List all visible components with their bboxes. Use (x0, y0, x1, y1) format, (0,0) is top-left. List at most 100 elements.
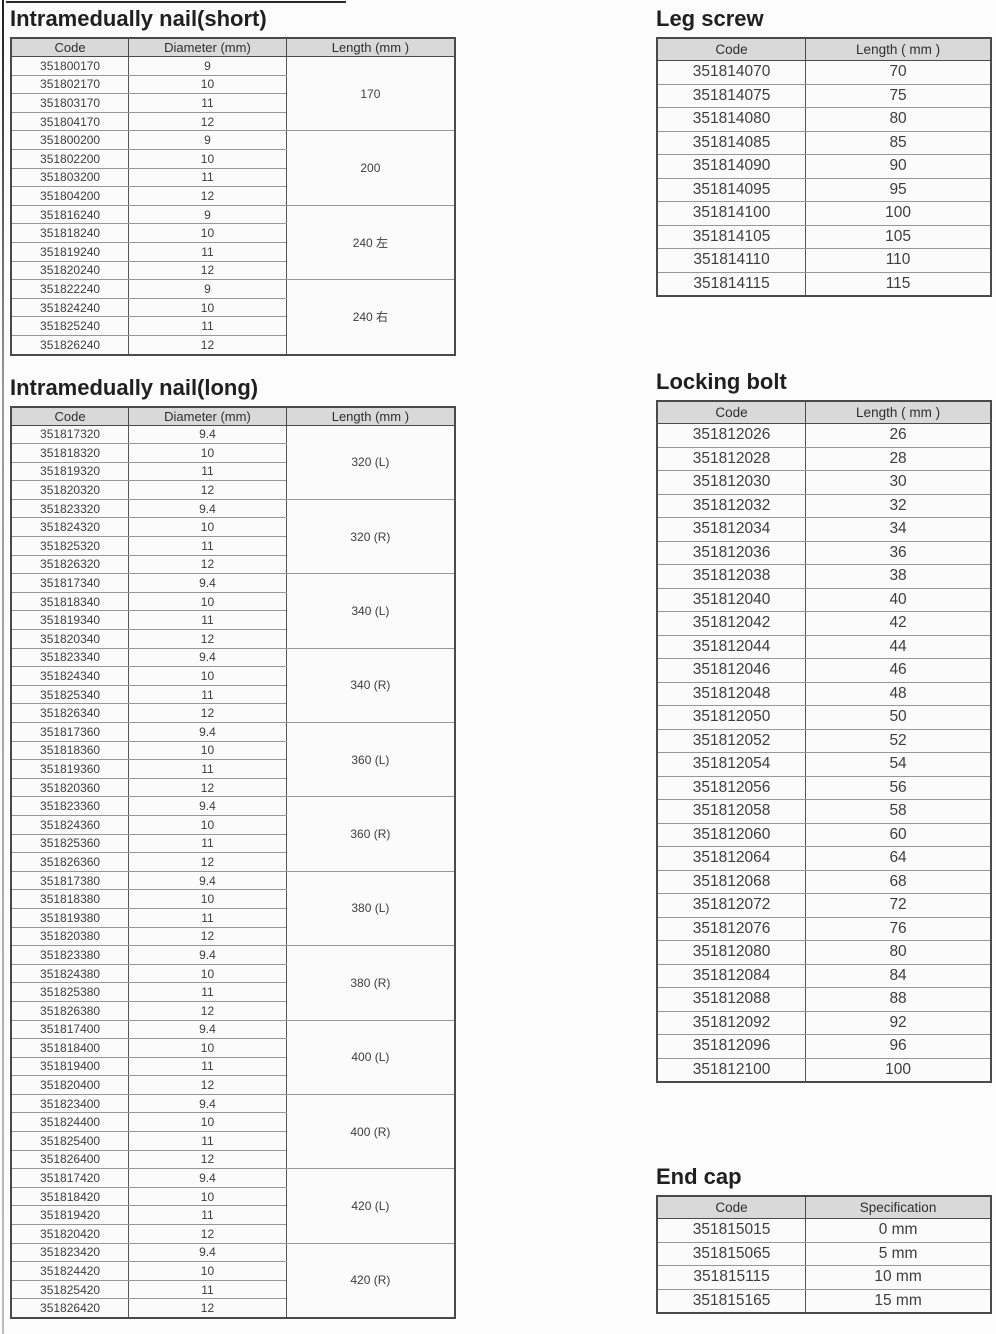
header-row: Code Diameter (mm) Length (mm ) (10, 406, 456, 426)
code-cell: 351818320 (10, 443, 130, 463)
code-cell: 351812100 (656, 1057, 807, 1083)
length-merged-cell: 400 (R) (285, 1093, 456, 1170)
diameter-cell: 11 (128, 241, 287, 262)
locking-bolt-table: Code Length ( mm ) 351812026 26 351812028 28 3… (656, 400, 992, 1083)
diameter-cell: 11 (128, 982, 287, 1002)
code-cell: 351812068 (656, 869, 807, 894)
code-cell: 351818400 (10, 1038, 130, 1058)
diameter-cell: 10 (128, 1038, 287, 1058)
code-cell: 351826240 (10, 334, 130, 356)
value-cell: 88 (805, 987, 992, 1012)
page-edge-line (2, 0, 4, 1334)
diameter-cell: 10 (128, 1112, 287, 1133)
code-cell: 351814090 (656, 154, 807, 179)
code-cell: 351814095 (656, 177, 807, 202)
code-cell: 351818240 (10, 223, 130, 243)
code-cell: 351812092 (656, 1010, 807, 1035)
table-row: 351812100 100 (656, 1057, 992, 1083)
diameter-cell: 11 (128, 1056, 287, 1077)
diameter-cell: 9.4 (128, 870, 287, 891)
length-merged-cell: 400 (L) (285, 1019, 456, 1095)
table-row: 351825340 11 (10, 684, 455, 705)
code-cell: 351824420 (10, 1261, 130, 1281)
diameter-cell: 10 (128, 148, 287, 169)
section-end-cap: End cap Code Specification 351815015 0 mm 35… (656, 1164, 992, 1314)
table-row: 351817360 9.4 360 (L) (10, 721, 456, 798)
value-cell: 76 (805, 916, 992, 941)
length-merged-cell: 360 (L) (285, 721, 456, 798)
code-cell: 351814070 (656, 60, 807, 85)
code-cell: 351804200 (10, 186, 130, 206)
table-row: 351814105 105 (656, 224, 992, 249)
diameter-cell: 9.4 (128, 796, 287, 816)
table-row: 351818240 10 (10, 223, 455, 243)
value-cell: 92 (805, 1010, 992, 1035)
table-row: 351815065 5 mm (656, 1241, 992, 1266)
section-nail-long: Intramedually nail(long) Code Diameter (m… (10, 374, 456, 1319)
code-cell: 351812054 (656, 752, 807, 777)
diameter-cell: 12 (128, 1149, 287, 1170)
leg-screw-table: Code Length ( mm ) 351814070 70 351814075 75 3… (656, 37, 992, 297)
diameter-cell: 12 (128, 926, 287, 947)
table-row: 351812088 88 (656, 987, 992, 1012)
section-leg-screw: Leg screw Code Length ( mm ) 351814070 70 35… (656, 6, 992, 297)
code-cell: 351818420 (10, 1186, 130, 1207)
table-row: 351820240 12 (10, 260, 455, 281)
diameter-cell: 9.4 (128, 647, 287, 668)
header-row: Code Specification (656, 1195, 992, 1219)
diameter-cell: 12 (128, 777, 287, 798)
code-cell: 351817420 (10, 1168, 130, 1188)
nail-long-table: Code Diameter (mm) Length (mm ) 351817320 9.… (10, 405, 456, 1319)
table-row: 351819420 11 (10, 1205, 455, 1226)
code-cell: 351820380 (10, 926, 130, 947)
diameter-cell: 11 (128, 1205, 287, 1226)
table-row: 351815015 0 mm (656, 1218, 992, 1243)
table-row: 351823340 9.4 340 (R) (10, 647, 456, 724)
length-merged-cell: 360 (R) (285, 796, 456, 872)
code-cell: 351823420 (10, 1242, 130, 1263)
diameter-cell: 9.4 (128, 1168, 287, 1188)
code-cell: 351826400 (10, 1149, 130, 1170)
code-cell: 351812064 (656, 846, 807, 871)
table-row: 351802170 10 (10, 74, 455, 95)
value-cell: 85 (805, 130, 992, 155)
code-cell: 351824360 (10, 814, 130, 835)
value-cell: 80 (805, 940, 992, 965)
diameter-cell: 11 (128, 759, 287, 779)
table-row: 351800200 9 200 (10, 130, 456, 206)
nail-long-title: Intramedually nail(long) (10, 374, 259, 400)
code-cell: 351816240 (10, 204, 130, 225)
value-cell: 56 (805, 775, 992, 800)
code-cell: 351812042 (656, 611, 807, 636)
diameter-cell: 12 (128, 554, 287, 575)
code-cell: 351823340 (10, 647, 130, 668)
value-cell: 105 (805, 224, 992, 249)
code-cell: 351825240 (10, 316, 130, 336)
table-row: 351826360 12 (10, 852, 455, 872)
diameter-cell: 11 (128, 833, 287, 854)
column-header: Length (mm ) (285, 37, 456, 57)
code-cell: 351822240 (10, 279, 130, 299)
table-row: 351819340 11 (10, 610, 455, 631)
code-cell: 351812044 (656, 634, 807, 659)
column-header: Diameter (mm) (128, 406, 287, 426)
table-row: 351814080 80 (656, 107, 992, 132)
table-row: 351812068 68 (656, 869, 992, 894)
table-row: 351820360 12 (10, 777, 455, 798)
code-cell: 351802170 (10, 74, 130, 95)
end-cap-title: End cap (656, 1164, 742, 1189)
table-row: 351814095 95 (656, 177, 992, 202)
code-cell: 351803170 (10, 93, 130, 113)
code-cell: 351826320 (10, 554, 130, 575)
code-cell: 351814085 (656, 130, 807, 155)
table-row: 351826420 12 (10, 1298, 455, 1319)
table-row: 351818420 10 (10, 1186, 455, 1207)
code-cell: 351804170 (10, 111, 130, 132)
value-cell: 60 (805, 822, 992, 847)
code-cell: 351803200 (10, 167, 130, 188)
value-cell: 36 (805, 540, 992, 565)
diameter-cell: 11 (128, 1279, 287, 1300)
end-cap-table: Code Specification 351815015 0 mm 351815065 5… (656, 1195, 992, 1314)
value-cell: 46 (805, 658, 992, 683)
diameter-cell: 11 (128, 536, 287, 556)
